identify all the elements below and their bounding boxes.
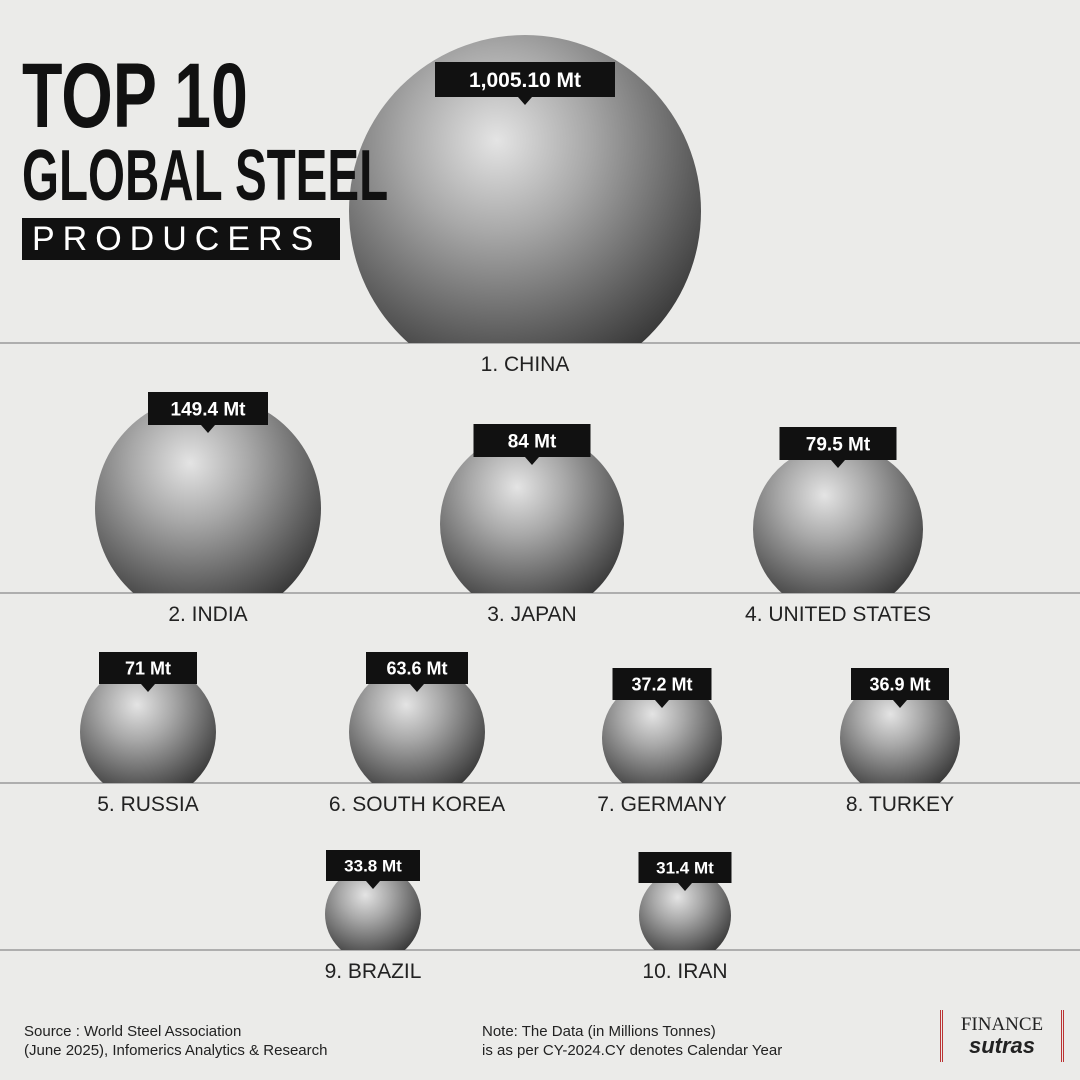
value-pointer	[655, 700, 669, 708]
steel-ball	[753, 444, 923, 593]
logo: FINANCE sutras	[940, 1010, 1064, 1062]
value-label: 1,005.10 Mt	[469, 69, 581, 92]
value-box	[851, 668, 949, 700]
note-line: is as per CY-2024.CY denotes Calendar Ye…	[482, 1042, 783, 1059]
value-label: 37.2 Mt	[631, 674, 692, 694]
steel-ball	[349, 664, 485, 783]
country-label: 9. BRAZIL	[325, 960, 422, 983]
steel-ball	[440, 432, 624, 593]
value-label: 149.4 Mt	[171, 399, 247, 420]
value-label: 79.5 Mt	[806, 434, 871, 455]
value-label: 63.6 Mt	[386, 658, 447, 678]
steel-ball	[349, 35, 701, 343]
logo-text: FINANCE	[960, 1014, 1044, 1035]
value-pointer	[518, 97, 532, 105]
value-box	[366, 652, 468, 684]
country-label: 3. JAPAN	[487, 603, 576, 626]
value-pointer	[201, 425, 215, 433]
value-pointer	[410, 684, 424, 692]
steel-ball	[325, 866, 421, 950]
value-box	[612, 668, 712, 700]
title: GLOBAL STEEL	[22, 136, 389, 216]
source-line: Source : World Steel Association	[24, 1023, 242, 1040]
note: Note: The Data (in Millions Tonnes) is as…	[482, 1022, 782, 1060]
value-label: 31.4 Mt	[656, 859, 714, 878]
logo-text: sutras	[968, 1033, 1036, 1058]
value-pointer	[366, 881, 380, 889]
country-label: 2. INDIA	[168, 603, 247, 626]
steel-ball	[602, 678, 722, 783]
value-label: 84 Mt	[508, 431, 557, 452]
country-label: 4. UNITED STATES	[745, 603, 931, 626]
steel-ball	[95, 395, 321, 593]
value-label: 71 Mt	[125, 658, 171, 678]
value-label: 33.8 Mt	[344, 857, 402, 876]
value-pointer	[831, 460, 845, 468]
value-box	[99, 652, 197, 684]
subtitle: PRODUCERS	[22, 218, 340, 260]
value-box	[435, 62, 615, 97]
value-box	[638, 852, 732, 883]
note-line: Note: The Data (in Millions Tonnes)	[482, 1023, 716, 1040]
country-label: 10. IRAN	[642, 960, 727, 983]
value-label: 36.9 Mt	[869, 674, 930, 694]
source: Source : World Steel Association (June 20…	[24, 1022, 327, 1060]
country-label: 1. CHINA	[481, 353, 570, 376]
title: TOP 10	[22, 45, 248, 147]
country-label: 7. GERMANY	[597, 793, 727, 816]
country-label: 8. TURKEY	[846, 793, 954, 816]
steel-ball	[639, 869, 731, 950]
value-pointer	[893, 700, 907, 708]
country-label: 5. RUSSIA	[97, 793, 199, 816]
value-box	[779, 427, 897, 460]
value-box	[473, 424, 591, 457]
value-box	[326, 850, 420, 881]
value-pointer	[141, 684, 155, 692]
steel-ball	[80, 664, 216, 783]
source-line: (June 2025), Infomerics Analytics & Rese…	[24, 1042, 328, 1059]
value-box	[148, 392, 268, 425]
steel-ball	[840, 678, 960, 783]
country-label: 6. SOUTH KOREA	[329, 793, 505, 816]
value-pointer	[678, 883, 692, 891]
value-pointer	[525, 457, 539, 465]
